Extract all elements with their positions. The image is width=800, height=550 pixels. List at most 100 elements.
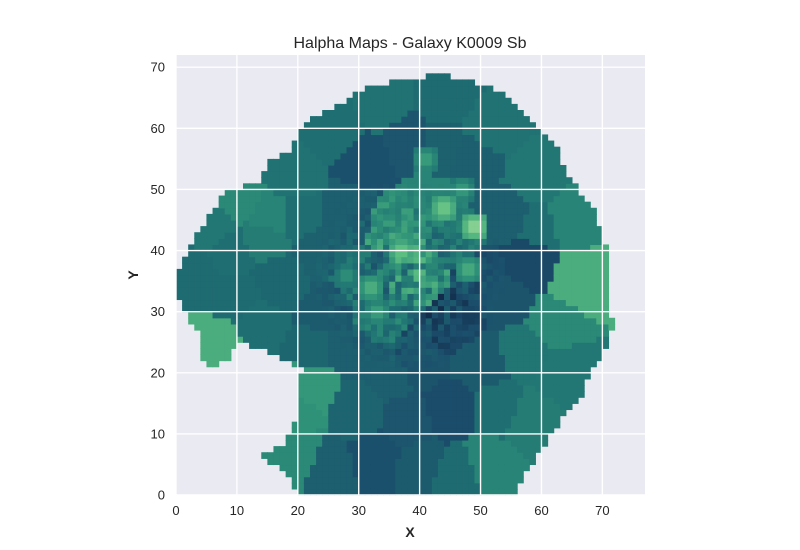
heatmap-cell [523,415,530,423]
heatmap-cell [352,146,360,154]
heatmap-cell [310,293,317,301]
heatmap-cell [486,103,494,111]
heatmap-cell [504,116,512,123]
heatmap-cell [425,213,433,221]
heatmap-cell [529,458,536,466]
heatmap-cell [303,226,311,233]
heatmap-cell [389,336,396,343]
heatmap-cell [249,250,256,258]
heatmap-cell [535,421,543,429]
heatmap-cell [267,177,275,184]
heatmap-cell [431,146,439,154]
heatmap-cell [517,275,524,282]
heatmap-cell [578,207,585,215]
heatmap-cell [444,128,451,136]
heatmap-cell [407,330,415,337]
heatmap-cell [462,360,469,368]
heatmap-cell [236,336,244,343]
heatmap-cell [529,385,536,392]
heatmap-cell [261,330,268,337]
heatmap-cell [395,140,402,148]
heatmap-cell [340,446,348,453]
heatmap-cell [492,213,500,221]
heatmap-cell [462,415,469,423]
heatmap-cell [590,207,597,215]
heatmap-cell [437,366,445,374]
heatmap-cell [413,385,421,392]
heatmap-cell [419,134,427,142]
heatmap-cell [504,299,512,307]
heatmap-cell [553,348,561,356]
heatmap-cell [334,476,342,484]
heatmap-cell [352,281,360,288]
heatmap-cell [504,446,512,453]
heatmap-cell [401,220,409,227]
heatmap-cell [285,446,293,453]
heatmap-cell [377,165,384,172]
heatmap-cell [462,488,469,496]
heatmap-cell [504,146,512,154]
heatmap-cell [243,201,250,209]
heatmap-cell [370,275,378,282]
heatmap-cell [310,476,317,484]
heatmap-cell [364,171,372,178]
heatmap-cell [437,183,445,191]
heatmap-cell [437,317,445,325]
heatmap-cell [316,458,323,466]
heatmap-cell [383,213,390,221]
heatmap-cell [370,220,378,227]
heatmap-cell [285,354,293,362]
heatmap-cell [346,189,354,197]
heatmap-cell [261,262,268,270]
heatmap-cell [261,232,268,239]
heatmap-cell [413,128,421,136]
heatmap-cell [571,250,579,258]
heatmap-cell [322,238,329,246]
heatmap-cell [303,440,311,447]
heatmap-cell [224,323,232,331]
heatmap-cell [310,201,317,209]
heatmap-cell [322,385,329,392]
heatmap-cell [389,391,396,398]
heatmap-cell [523,464,530,472]
heatmap-cell [431,140,439,148]
heatmap-cell [322,244,329,252]
heatmap-cell [498,409,506,417]
heatmap-cell [358,226,366,233]
heatmap-cell [395,110,402,117]
heatmap-cell [377,140,384,148]
heatmap-cell [310,128,317,136]
heatmap-cell [236,213,244,221]
heatmap-cell [358,262,366,270]
heatmap-cell [517,281,524,288]
heatmap-cell [468,458,476,466]
heatmap-cell [303,305,311,313]
heatmap-cell [456,152,463,160]
heatmap-cell [431,195,439,203]
heatmap-cell [456,299,463,307]
heatmap-cell [602,281,610,288]
heatmap-cell [358,293,366,301]
heatmap-cell [444,427,451,435]
heatmap-cell [504,476,512,484]
heatmap-cell [571,195,579,203]
heatmap-cell [578,311,585,319]
heatmap-cell [370,464,378,472]
heatmap-cell [462,305,469,313]
heatmap-cell [553,403,561,411]
heatmap-cell [303,348,311,356]
heatmap-cell [224,201,232,209]
heatmap-cell [474,91,482,99]
heatmap-cell [474,488,482,496]
heatmap-cell [395,415,402,423]
heatmap-cell [334,360,342,368]
heatmap-cell [310,372,317,380]
heatmap-cell [285,183,293,191]
heatmap-cell [322,305,329,313]
heatmap-cell [352,470,360,478]
heatmap-cell [413,476,421,484]
heatmap-cell [431,446,439,453]
heatmap-cell [529,299,536,307]
heatmap-cell [456,287,463,294]
heatmap-cell [310,360,317,368]
